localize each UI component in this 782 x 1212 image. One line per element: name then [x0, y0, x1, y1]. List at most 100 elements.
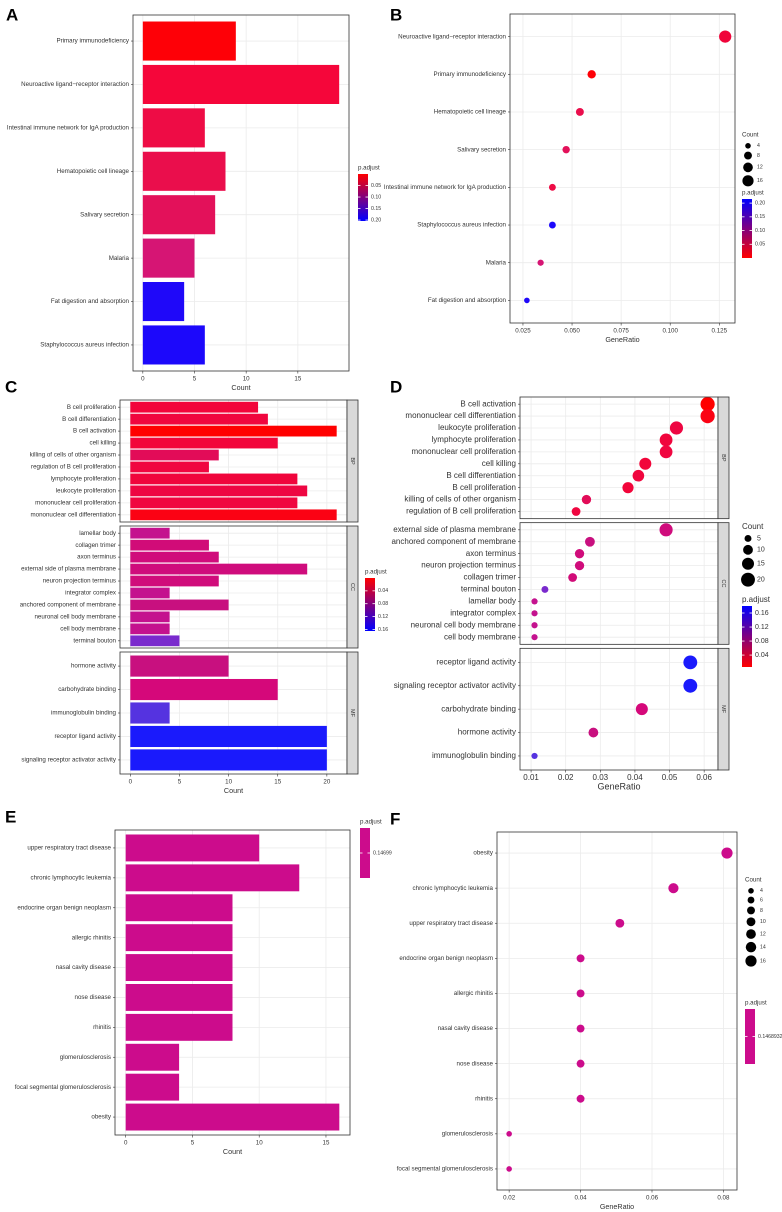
- colorbar-label: 0.05: [371, 183, 381, 189]
- y-tick-label: regulation of B cell proliferation: [31, 464, 117, 471]
- bar: [125, 983, 233, 1011]
- y-tick-label: Primary immunodeficiency: [56, 38, 129, 45]
- bar: [130, 749, 327, 771]
- y-tick-label: chronic lymphocytic leukemia: [413, 885, 494, 892]
- x-tick-label: 0.04: [627, 773, 643, 782]
- colorbar-label: 0.12: [378, 614, 388, 620]
- legend-title: p.adjust: [365, 569, 387, 576]
- dot: [531, 634, 538, 641]
- dot: [531, 610, 538, 617]
- x-axis-title: GeneRatio: [600, 1202, 634, 1211]
- bar: [130, 449, 219, 461]
- legend-dot: [741, 572, 755, 587]
- legend-dot: [743, 162, 753, 173]
- legend-dot: [747, 896, 755, 904]
- x-tick-label: 10: [256, 1140, 263, 1147]
- y-tick-label: Hematopoietic cell lineage: [434, 109, 507, 116]
- plot-background: [520, 397, 718, 519]
- x-tick-label: 0.100: [662, 328, 678, 335]
- colorbar-label: 0.10: [755, 228, 765, 234]
- bar: [130, 539, 209, 551]
- legend-label: 20: [757, 577, 765, 584]
- y-tick-label: killing of cells of other organism: [30, 452, 116, 459]
- colorbar-label: 0.04: [378, 588, 388, 594]
- bar: [125, 954, 233, 982]
- colorbar: [742, 606, 752, 667]
- bar: [130, 401, 259, 413]
- dot: [622, 482, 634, 494]
- legend-dot: [744, 535, 752, 542]
- dot: [581, 494, 592, 505]
- legend-dot: [747, 906, 755, 915]
- y-tick-label: Neuroactive ligand−receptor interaction: [21, 81, 129, 88]
- bar: [142, 21, 236, 61]
- dot: [576, 1059, 585, 1068]
- y-tick-label: nasal cavity disease: [438, 1025, 494, 1032]
- bar: [130, 702, 170, 724]
- y-tick-label: anchored component of membrane: [391, 537, 516, 546]
- facet-label: BP: [720, 454, 726, 462]
- y-tick-label: hormone activity: [458, 728, 516, 737]
- x-tick-label: 0.08: [717, 1195, 730, 1202]
- y-tick-label: receptor ligand activity: [436, 657, 516, 666]
- y-tick-label: leukocyte proliferation: [438, 423, 516, 432]
- colorbar-label: 0.16: [755, 610, 769, 617]
- bar: [130, 527, 170, 539]
- dot: [635, 703, 648, 716]
- facet-label: CC: [720, 580, 726, 588]
- y-tick-label: mononuclear cell proliferation: [412, 447, 517, 456]
- y-tick-label: obesity: [91, 1114, 112, 1121]
- legend-label: 10: [760, 919, 766, 925]
- bar: [130, 425, 337, 437]
- y-tick-label: immunoglobulin binding: [51, 710, 117, 717]
- dot: [639, 457, 652, 470]
- dot: [548, 183, 556, 191]
- y-tick-label: carbohydrate binding: [441, 704, 516, 713]
- dot: [683, 655, 698, 670]
- x-tick-label: 5: [193, 376, 197, 383]
- bar: [130, 655, 229, 677]
- legend-label: 8: [757, 153, 760, 159]
- panel-label: F: [390, 809, 400, 828]
- y-tick-label: neuron projection terminus: [421, 561, 516, 570]
- colorbar-label: 0.1468932: [758, 1034, 782, 1040]
- dot: [632, 469, 645, 482]
- y-tick-label: rhinitis: [475, 1095, 493, 1102]
- dot: [524, 297, 530, 304]
- y-tick-label: B cell differentiation: [446, 471, 516, 480]
- dot: [506, 1131, 512, 1137]
- colorbar: [358, 174, 368, 221]
- legend-dot: [744, 151, 752, 160]
- dot: [719, 30, 732, 43]
- y-tick-label: Intestinal immune network for IgA produc…: [384, 184, 507, 191]
- bar: [125, 924, 233, 952]
- y-tick-label: upper respiratory tract disease: [409, 920, 493, 927]
- facet-strip: [346, 399, 359, 523]
- colorbar-label: 0.04: [755, 652, 769, 659]
- y-tick-label: anchored component of membrane: [20, 602, 117, 609]
- y-tick-label: Fat digestion and absorption: [428, 297, 507, 304]
- legend-label: 4: [760, 888, 763, 894]
- legend-title: Count: [745, 877, 762, 884]
- y-tick-label: focal segmental glomerulosclerosis: [397, 1166, 493, 1173]
- bar: [130, 461, 209, 473]
- legend-label: 16: [760, 958, 766, 964]
- x-tick-label: 0.02: [503, 1195, 516, 1202]
- bar: [130, 413, 268, 425]
- y-tick-label: collagen trimer: [464, 573, 517, 582]
- bar: [130, 497, 298, 509]
- y-tick-label: B cell proliferation: [452, 483, 516, 492]
- y-tick-label: Malaria: [486, 259, 507, 266]
- legend-dot: [748, 888, 754, 894]
- colorbar: [745, 1009, 755, 1064]
- legend-label: 5: [757, 535, 761, 542]
- bar: [130, 725, 327, 748]
- y-tick-label: allergic rhinitis: [454, 990, 493, 997]
- dot: [588, 727, 599, 738]
- y-tick-label: lamellar body: [468, 597, 516, 606]
- panel-label: A: [6, 5, 18, 24]
- x-axis-title: GeneRatio: [605, 335, 639, 344]
- bar: [130, 635, 180, 647]
- y-tick-label: neuronal cell body membrane: [411, 620, 517, 629]
